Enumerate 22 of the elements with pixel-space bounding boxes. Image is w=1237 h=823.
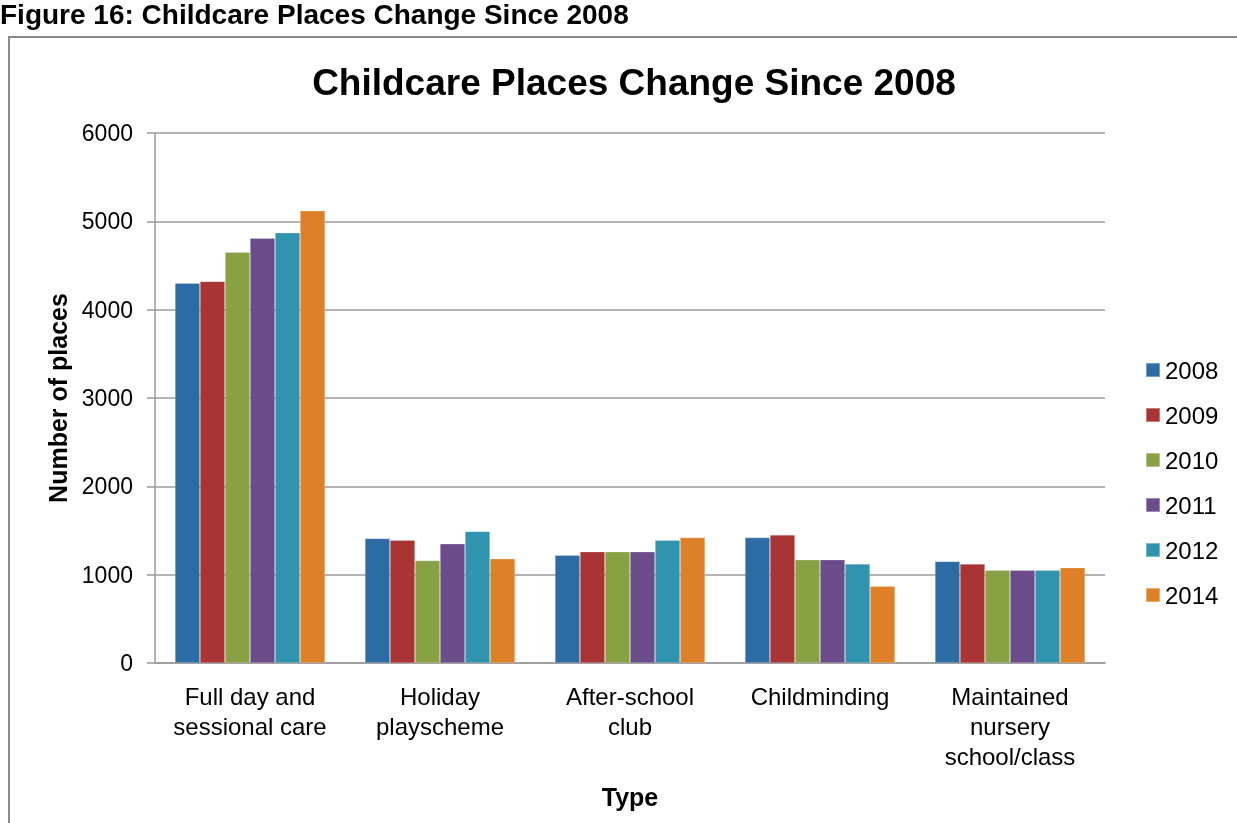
- x-axis-title: Type: [601, 782, 659, 811]
- x-tick-label: Maintained nursery school/class: [944, 682, 1076, 770]
- legend-label: 2008: [1165, 356, 1219, 384]
- y-tick-label: 6000: [81, 120, 133, 146]
- legend-label: 2012: [1165, 536, 1219, 564]
- legend-label: 2010: [1165, 446, 1219, 474]
- x-tick-label: After-school club: [565, 682, 695, 740]
- y-tick-label: 5000: [81, 208, 133, 235]
- y-tick-label: 0: [120, 650, 133, 676]
- y-axis-title: Number of places: [44, 293, 73, 503]
- y-tick-label: 1000: [81, 561, 133, 588]
- x-tick-label: Full day and sessional care: [173, 682, 327, 740]
- legend-label: 2011: [1165, 491, 1217, 519]
- x-tick-label: Holiday playscheme: [375, 682, 505, 740]
- x-tick-label: Childminding: [750, 682, 890, 710]
- legend-label: 2009: [1165, 401, 1219, 429]
- chart-title: Childcare Places Change Since 2008: [312, 62, 956, 103]
- caption: Figure 16: Childcare Places Change Since 2008: [0, 0, 629, 30]
- legend-label: 2014: [1165, 581, 1219, 609]
- y-tick-label: 2000: [81, 473, 133, 500]
- y-tick-label: 4000: [81, 296, 133, 323]
- y-tick-label: 3000: [81, 385, 133, 411]
